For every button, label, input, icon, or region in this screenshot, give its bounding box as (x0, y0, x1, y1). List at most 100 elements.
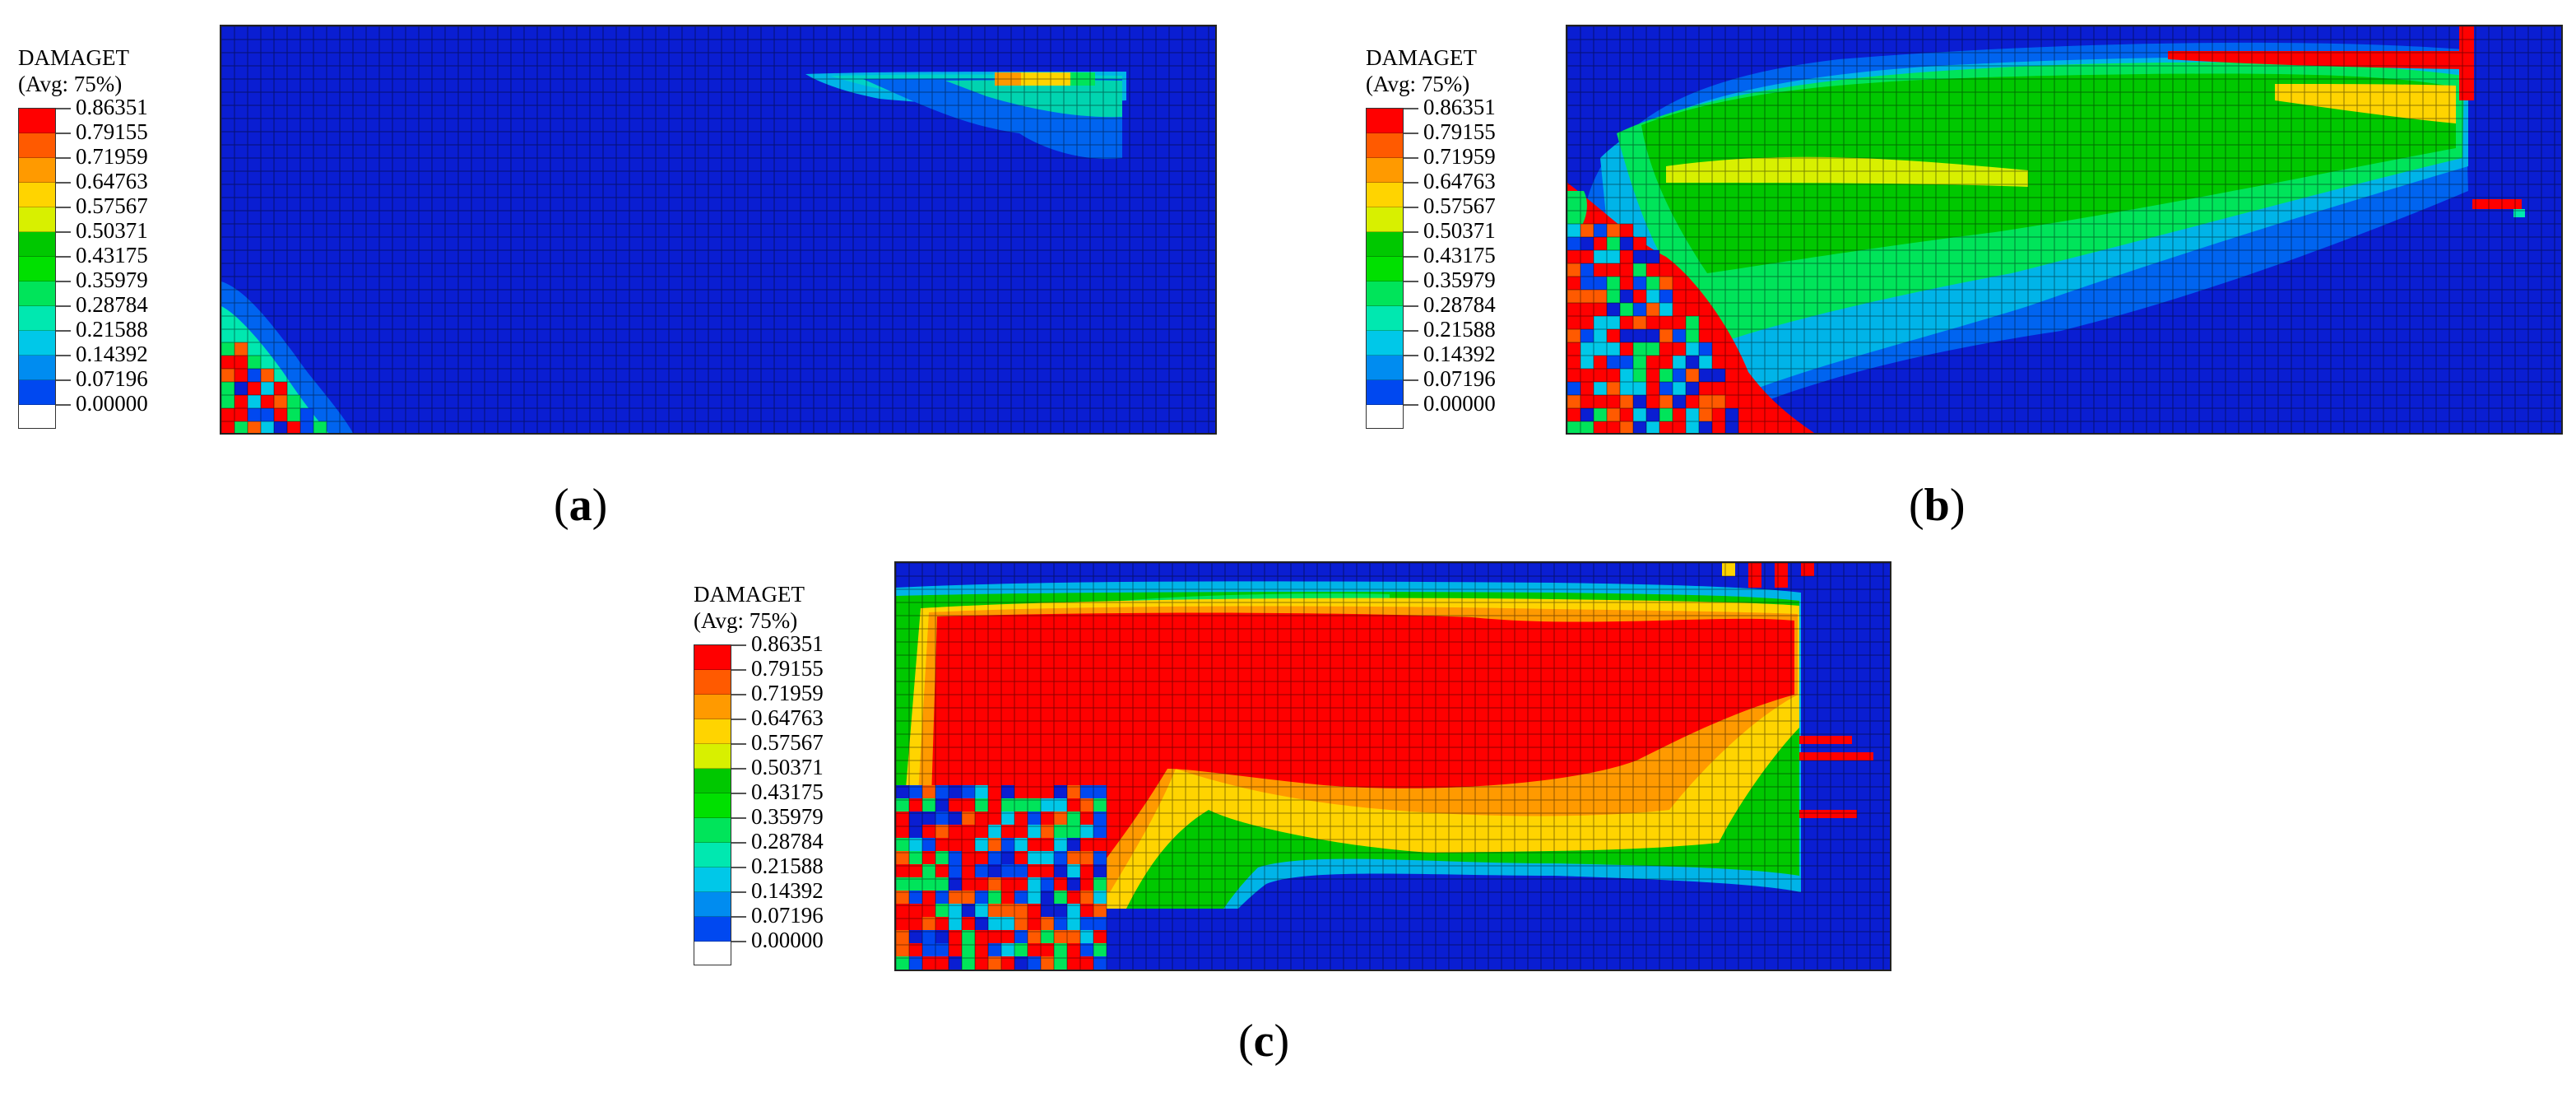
damage-element (896, 851, 909, 864)
damage-element (1594, 303, 1607, 316)
damage-element (922, 851, 935, 864)
legend-value: 0.00000 (76, 391, 148, 416)
legend-swatch (1367, 380, 1403, 405)
damage-element (1580, 369, 1594, 382)
legend-value: 0.57567 (76, 193, 148, 218)
damage-element (1567, 329, 1580, 342)
caption-letter: c (1253, 1016, 1274, 1067)
damage-element (922, 785, 935, 798)
damage-element (221, 369, 234, 382)
damage-element (922, 904, 935, 917)
damage-element (988, 943, 1001, 956)
damage-element (1580, 263, 1594, 277)
damage-element (1067, 943, 1080, 956)
color-bar (18, 108, 56, 429)
damage-element (1673, 329, 1686, 342)
legend-value: 0.00000 (1423, 391, 1496, 416)
damage-element (896, 943, 909, 956)
legend-tick (56, 330, 71, 332)
damage-element (935, 825, 949, 838)
legend-swatch (694, 867, 731, 892)
damage-element (1080, 891, 1093, 904)
legend-value: 0.57567 (751, 730, 824, 755)
damage-element (1620, 263, 1633, 277)
legend-value: 0.00000 (751, 928, 824, 952)
damage-element (935, 851, 949, 864)
damage-element (1607, 277, 1620, 290)
damage-element (1607, 342, 1620, 356)
damage-element (1646, 250, 1659, 263)
damage-element (1646, 316, 1659, 329)
legend-tick (1404, 182, 1418, 184)
legend-swatch (1367, 232, 1403, 257)
damage-element (975, 891, 988, 904)
legend-tick (1404, 404, 1418, 406)
damage-element (1659, 329, 1673, 342)
legend-swatch (694, 695, 731, 719)
damage-element (1041, 891, 1054, 904)
legend-tick (56, 305, 71, 307)
damage-element (1054, 917, 1067, 930)
damage-element (1080, 851, 1093, 864)
damage-element (1093, 943, 1107, 956)
damage-element (896, 864, 909, 877)
damage-element (1607, 224, 1620, 237)
legend-value: 0.86351 (1423, 95, 1496, 119)
caption-close: ) (1274, 1016, 1290, 1067)
legend-swatch (1367, 306, 1403, 331)
legend-tick (1404, 256, 1418, 258)
damage-element (1594, 421, 1607, 433)
legend-swatch (694, 719, 731, 744)
damage-element (1594, 237, 1607, 250)
damage-element (1567, 303, 1580, 316)
damage-element (975, 943, 988, 956)
damage-element (1014, 798, 1028, 812)
legend-tick (731, 891, 746, 893)
damage-element (1607, 263, 1620, 277)
damage-element (1607, 421, 1620, 433)
caption-c: (c) (1238, 1016, 1289, 1066)
damage-element (1054, 798, 1067, 812)
damage-element (1673, 395, 1686, 408)
damage-element (975, 785, 988, 798)
legend-swatch (694, 670, 731, 695)
damage-element (1028, 825, 1041, 838)
damage-element (935, 785, 949, 798)
damage-element (1686, 329, 1699, 342)
damage-element (1001, 812, 1014, 825)
damage-element (896, 785, 909, 798)
damage-element (234, 382, 248, 395)
damage-element (1001, 956, 1014, 970)
damage-element (248, 408, 261, 421)
damage-element (1028, 785, 1041, 798)
legend-swatch (1367, 183, 1403, 207)
damage-element (261, 369, 274, 382)
damage-element (896, 838, 909, 851)
damage-element (896, 798, 909, 812)
damage-element (274, 408, 287, 421)
damage-element (1712, 421, 1725, 433)
legend-subtitle: (Avg: 75%) (18, 72, 123, 96)
damage-element (1567, 316, 1580, 329)
damage-element (1607, 382, 1620, 395)
damage-element (1607, 329, 1620, 342)
damage-element (1567, 290, 1580, 303)
legend-value: 0.43175 (1423, 243, 1496, 267)
damage-element (1567, 342, 1580, 356)
damage-element (234, 395, 248, 408)
legend-swatch (19, 133, 55, 158)
legend-tick (56, 157, 71, 159)
damage-element (248, 421, 261, 433)
legend-swatch (694, 793, 731, 818)
damage-element (949, 812, 962, 825)
legend-tick (731, 669, 746, 671)
damage-element (1594, 316, 1607, 329)
damage-element (1080, 904, 1093, 917)
damage-element (248, 395, 261, 408)
damage-element (1620, 329, 1633, 342)
damage-element (1633, 395, 1646, 408)
damage-element (1014, 838, 1028, 851)
damage-element (949, 930, 962, 943)
damage-element (1646, 382, 1659, 395)
damage-element (1686, 395, 1699, 408)
